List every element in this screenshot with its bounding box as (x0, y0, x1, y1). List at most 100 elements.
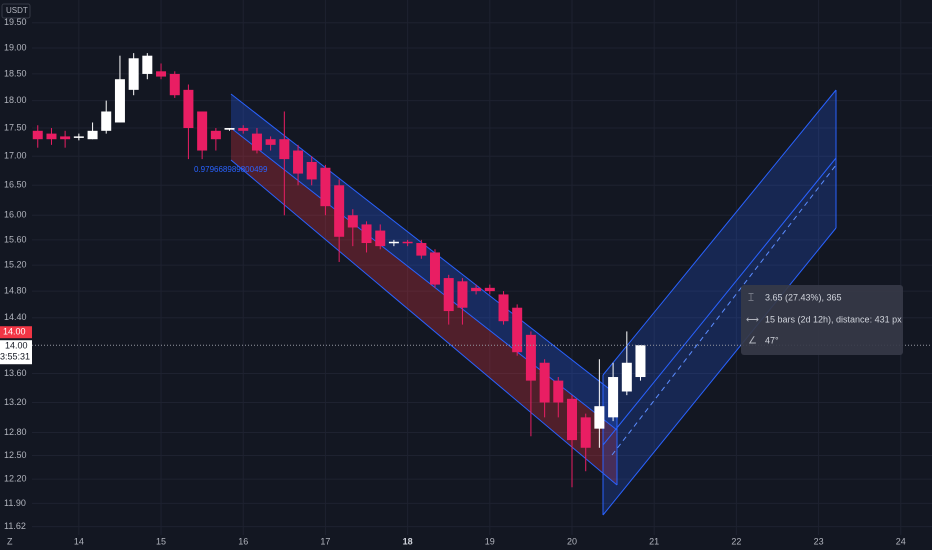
candle-body (128, 58, 139, 90)
price-axis: USDT 19.50 19.00 18.50 18.00 17.50 17.00 16.50… (1, 3, 31, 531)
y-tick-label: 18.50 (4, 68, 27, 78)
x-tick-label: 15 (156, 536, 166, 546)
tooltip-box (741, 285, 903, 355)
candle-body (32, 130, 43, 140)
currency: USDT (6, 6, 28, 15)
tooltip-text: 15 bars (2d 12h), distance: 431 px (765, 314, 902, 324)
y-tick-label: 12.20 (4, 474, 27, 484)
candle-body (114, 79, 125, 123)
x-tick-label: 14 (74, 536, 84, 546)
candle-body (375, 230, 386, 247)
candle-body (567, 398, 577, 441)
measure-tooltip: ⌶ 3.65 (27.43%), 365 ⟷ 15 bars (2d 12h),… (741, 285, 903, 355)
time-axis: 14 15 16 17 18 19 20 21 22 23 24 (74, 536, 906, 546)
candle-body (169, 73, 180, 96)
candle-body (635, 345, 646, 378)
channel-line (602, 157, 837, 446)
channel-line (602, 89, 837, 376)
candle-body (402, 241, 413, 244)
channel-line (230, 159, 618, 486)
x-tick-label: 18 (403, 536, 413, 546)
candle-body (594, 406, 605, 429)
x-tick-label: 24 (896, 536, 906, 546)
candle-body (580, 417, 591, 448)
candle-body (608, 377, 619, 418)
candle-body (156, 71, 167, 77)
channel-lower-band (231, 128, 617, 485)
tooltip-text: 3.65 (27.43%), 365 (765, 292, 842, 302)
channel-band (603, 90, 836, 515)
candle-body (416, 243, 427, 256)
candle-body (210, 130, 221, 140)
currency-box (1, 3, 31, 19)
candle-body (183, 89, 194, 129)
x-tick-label: 22 (731, 536, 741, 546)
candle-body (512, 307, 523, 353)
y-tick-label: 17.50 (4, 122, 27, 132)
y-tick-label: 13.60 (4, 368, 27, 378)
x-tick-label: 21 (649, 536, 659, 546)
y-tick-label: 17.00 (4, 151, 27, 161)
candle-body (142, 55, 153, 74)
candle-body (238, 128, 249, 131)
candle-body (443, 278, 454, 312)
candle-body (293, 150, 304, 174)
x-tick-label: 20 (567, 536, 577, 546)
y-tick-label: 18.00 (4, 95, 27, 105)
candle-body (197, 111, 208, 151)
y-tick-label: 19.50 (4, 17, 27, 27)
x-tick-label: 23 (814, 536, 824, 546)
candle-body (224, 128, 235, 130)
last-price: 14.00 14.00 3:55:31 (0, 326, 32, 365)
y-tick-label: 14.80 (4, 286, 27, 296)
x-tick-label: 19 (485, 536, 495, 546)
price-box (0, 326, 32, 339)
candle-body (306, 161, 317, 180)
candle-body (539, 362, 550, 403)
candle-body (388, 241, 399, 244)
candle-body (429, 252, 440, 285)
y-tick-label: 12.50 (4, 450, 27, 460)
candle-body (46, 133, 57, 140)
channel-label: 0.979668989800499 (194, 165, 268, 174)
candle-body (457, 281, 468, 308)
y-tick-label: 11.62 (4, 521, 26, 531)
price-label: 14.00 (5, 341, 28, 351)
candle-body (60, 136, 71, 140)
icon: ⌶ (748, 293, 754, 304)
candle-body (101, 111, 112, 131)
candles (32, 53, 646, 488)
candle-body (525, 334, 536, 381)
channel-line (230, 127, 618, 431)
candle-body (279, 139, 290, 160)
y-tick-label: 16.00 (4, 210, 27, 220)
candle-body (347, 215, 358, 228)
y-tick-label: 15.20 (4, 260, 27, 270)
y-tick-label: 15.60 (4, 234, 27, 244)
candle-body (361, 224, 372, 244)
y-tick-label: 16.50 (4, 180, 27, 190)
x-tick-label: 17 (320, 536, 330, 546)
candle-body (553, 380, 564, 403)
price-box (0, 340, 32, 365)
x-tick-label: 16 (238, 536, 248, 546)
dashed-line (611, 164, 837, 456)
channel-line (602, 227, 837, 516)
candle-body (251, 133, 262, 151)
y-tick-label: 11.90 (4, 498, 26, 508)
logo: Z (7, 536, 13, 546)
candle-body (471, 287, 482, 292)
candle-body (73, 136, 84, 138)
candle-body (621, 362, 632, 392)
candle-body (265, 139, 276, 145)
candle-body (498, 294, 509, 322)
ascending-channel (602, 89, 837, 516)
y-tick-label: 13.20 (4, 397, 27, 407)
icon: ⟷ (746, 314, 759, 324)
candle-body (484, 287, 495, 292)
candle-body (320, 167, 331, 207)
tooltip-text: 47° (765, 335, 779, 345)
